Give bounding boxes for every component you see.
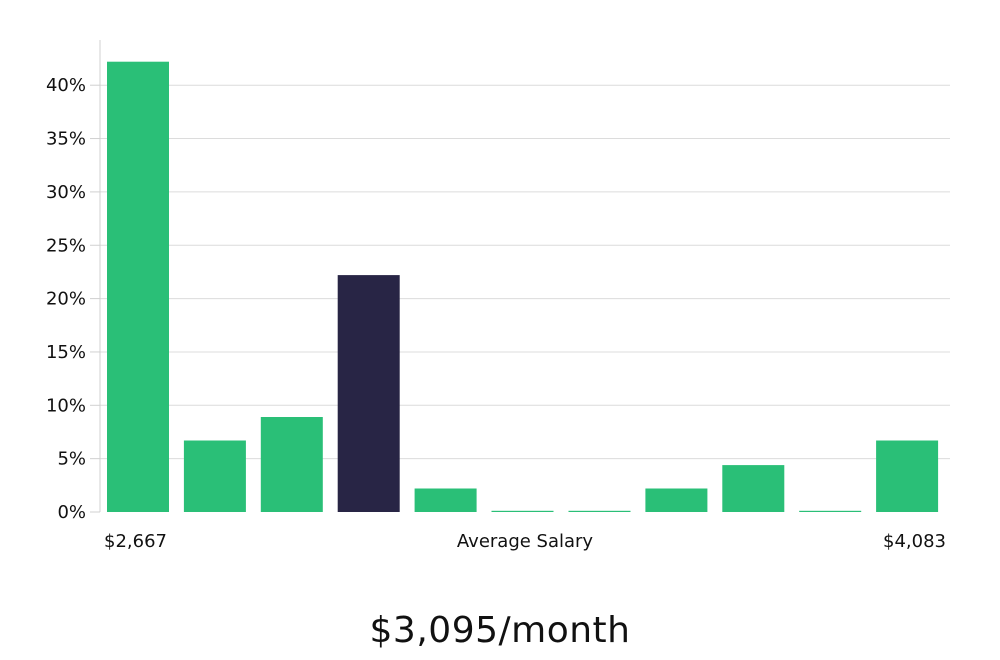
bars: [107, 61, 939, 512]
x-axis-title: Average Salary: [457, 531, 594, 552]
bar: [491, 510, 554, 512]
x-max-label: $4,083: [883, 531, 946, 552]
y-tick-label: 25%: [46, 235, 86, 256]
bar: [722, 465, 785, 512]
y-tick-label: 40%: [46, 75, 86, 96]
bar: [876, 440, 939, 512]
bar: [799, 510, 862, 512]
bar: [645, 488, 708, 512]
y-tick-label: 30%: [46, 182, 86, 203]
bar: [568, 510, 631, 512]
x-min-label: $2,667: [104, 531, 167, 552]
bar: [260, 417, 323, 512]
y-tick-label: 35%: [46, 129, 86, 150]
y-axis-ticks: 0% 5% 10% 15% 20% 25% 30% 35% 40%: [46, 75, 100, 523]
bar: [107, 61, 169, 512]
y-tick-label: 10%: [46, 395, 86, 416]
bar-highlighted: [337, 275, 400, 512]
average-salary-value: $3,095/month: [369, 610, 631, 651]
y-tick-label: 5%: [57, 449, 86, 470]
y-tick-label: 15%: [46, 342, 86, 363]
salary-histogram: 0% 5% 10% 15% 20% 25% 30% 35% 40% $2,667 Average…: [46, 40, 950, 552]
gridlines: [100, 84, 950, 460]
y-tick-label: 0%: [57, 502, 86, 523]
bar: [183, 440, 246, 512]
bar: [414, 488, 477, 512]
y-tick-label: 20%: [46, 289, 86, 310]
